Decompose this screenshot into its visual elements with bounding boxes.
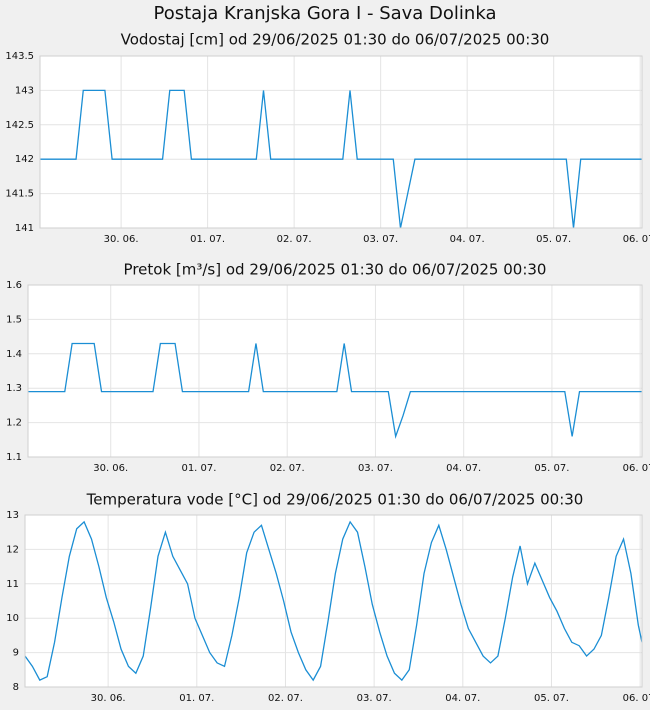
x-tick-label: 30. 06. <box>93 463 128 474</box>
x-tick-label: 06. 07. <box>623 234 650 245</box>
x-tick-label: 03. 07. <box>358 463 393 474</box>
x-tick-label: 03. 07. <box>357 693 392 704</box>
x-tick-label: 06. 07. <box>623 463 650 474</box>
x-tick-label: 30. 06. <box>104 234 139 245</box>
y-tick-label: 142.5 <box>5 120 34 131</box>
y-tick-label: 1.6 <box>6 280 22 291</box>
x-tick-label: 04. 07. <box>450 234 485 245</box>
data-line <box>24 520 643 682</box>
x-tick-label: 01. 07. <box>179 693 214 704</box>
x-tick-label: 05. 07. <box>536 234 571 245</box>
y-tick-label: 13 <box>6 510 19 521</box>
y-tick-label: 1.4 <box>6 349 22 360</box>
x-tick-label: 02. 07. <box>277 234 312 245</box>
plot-border <box>39 55 643 229</box>
y-tick-label: 11 <box>6 579 19 590</box>
y-tick-label: 141.5 <box>5 189 34 200</box>
x-tick-label: 06. 07. <box>623 693 650 704</box>
plot-area <box>40 56 642 228</box>
data-line <box>40 89 642 229</box>
x-tick-label: 01. 07. <box>181 463 216 474</box>
y-tick-label: 142 <box>15 154 34 165</box>
chart-title: Pretok [m³/s] od 29/06/2025 01:30 do 06/… <box>124 261 547 279</box>
x-tick-label: 01. 07. <box>190 234 225 245</box>
x-tick-label: 03. 07. <box>363 234 398 245</box>
data-line <box>28 342 642 439</box>
y-tick-label: 1.2 <box>6 418 22 429</box>
plot-border <box>27 284 643 458</box>
y-tick-label: 1.1 <box>6 452 22 463</box>
x-tick-label: 04. 07. <box>445 693 480 704</box>
y-tick-label: 143.5 <box>5 51 34 62</box>
main-title: Postaja Kranjska Gora I - Sava Dolinka <box>154 3 497 24</box>
x-tick-label: 05. 07. <box>534 693 569 704</box>
y-tick-label: 141 <box>15 223 34 234</box>
y-tick-label: 12 <box>6 544 19 555</box>
x-tick-label: 02. 07. <box>270 463 305 474</box>
x-tick-label: 05. 07. <box>534 463 569 474</box>
chart-title: Vodostaj [cm] od 29/06/2025 01:30 do 06/… <box>121 31 550 49</box>
y-tick-label: 9 <box>13 648 19 659</box>
plot-area <box>25 515 642 687</box>
y-tick-label: 143 <box>15 85 34 96</box>
x-tick-label: 04. 07. <box>446 463 481 474</box>
x-tick-label: 02. 07. <box>268 693 303 704</box>
chart-title: Temperatura vode [°C] od 29/06/2025 01:3… <box>86 491 584 509</box>
plot-border <box>24 514 643 688</box>
y-tick-label: 10 <box>6 613 19 624</box>
plot-area <box>28 285 642 457</box>
y-tick-label: 1.5 <box>6 314 22 325</box>
x-tick-label: 30. 06. <box>91 693 126 704</box>
y-tick-label: 1.3 <box>6 383 22 394</box>
y-tick-label: 8 <box>13 682 19 693</box>
